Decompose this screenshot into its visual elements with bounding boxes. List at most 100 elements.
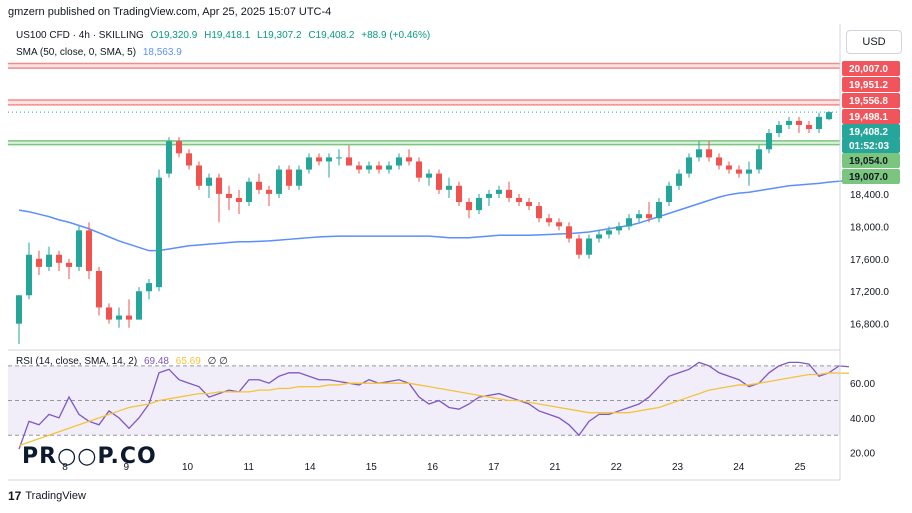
footer-brand[interactable]: 17 TradingView (8, 489, 86, 503)
candle (456, 181, 462, 207)
candle (136, 287, 142, 320)
candle-body (646, 214, 652, 219)
candle (196, 161, 202, 190)
candle-body (576, 238, 582, 255)
sma-legend[interactable]: SMA (50, close, 0, SMA, 5) 18,563.9 (16, 47, 186, 58)
candle-body (506, 189, 512, 198)
candle-body (776, 124, 782, 134)
support-zone (8, 140, 840, 145)
candle (36, 250, 42, 275)
candle (236, 189, 242, 215)
candle-body (496, 189, 502, 194)
rsi-tick-label: 20.00 (850, 449, 875, 460)
candle-body (556, 222, 562, 227)
candle (76, 226, 82, 271)
rsi-legend[interactable]: RSI (14, close, SMA, 14, 2) 69.48 65.69 … (16, 356, 232, 367)
time-tick-label: 11 (244, 462, 255, 473)
candle-body (126, 315, 132, 320)
price-label-bg (842, 61, 900, 76)
candle (86, 222, 92, 280)
candle (386, 161, 392, 174)
axes: 16,800.0 17,200.0 17,600.0 18,000.0 18,400.0… (8, 24, 889, 481)
candle-body (376, 165, 382, 170)
candle-body (566, 226, 572, 239)
price-label-text: 19,007.0 (849, 172, 888, 183)
candle (536, 202, 542, 223)
candle (16, 295, 22, 344)
candle-body (716, 157, 722, 166)
sma-line (18, 179, 850, 252)
candle (216, 173, 222, 223)
candle-body (136, 291, 142, 320)
candle (796, 116, 802, 134)
currency-button[interactable]: USD (846, 30, 902, 54)
candle (706, 141, 712, 162)
candle (446, 177, 452, 198)
low-value: L19,307.2 (257, 30, 302, 41)
candle (396, 153, 402, 170)
candle (656, 197, 662, 223)
rsi-tick-label: 60.00 (850, 379, 875, 390)
candle-body (316, 157, 322, 162)
candle-body (46, 254, 52, 267)
candle (476, 193, 482, 215)
candle-body (196, 165, 202, 186)
candle-body (356, 165, 362, 170)
candle (416, 157, 422, 182)
candle-body (216, 177, 222, 194)
price-label-text: 20,007.0 (849, 64, 888, 75)
candle (266, 185, 272, 207)
candle (426, 169, 432, 186)
price-tick-label: 17,200.0 (850, 287, 889, 298)
candle (696, 141, 702, 162)
price-label-bg (842, 109, 900, 124)
candle-body (286, 169, 292, 186)
candle-body (806, 124, 812, 129)
candle-body (606, 230, 612, 235)
candle (606, 226, 612, 239)
candle (576, 234, 582, 259)
candle (626, 214, 632, 231)
candle-body (16, 295, 22, 324)
candle (786, 116, 792, 129)
rsi-layer (8, 361, 850, 450)
candle (776, 120, 782, 138)
candle (336, 149, 342, 166)
publisher-line: gmzern published on TradingView.com, Apr… (8, 6, 332, 18)
candle-body (346, 157, 352, 166)
candle-body (816, 116, 822, 129)
candle-body (736, 169, 742, 174)
resistance-zone-lower (8, 100, 840, 105)
candle (66, 258, 72, 280)
candle-body (176, 141, 182, 154)
candle (586, 234, 592, 259)
sma-label: SMA (50, close, 0, SMA, 5) (16, 47, 137, 58)
candle (186, 149, 192, 170)
candle-body (746, 169, 752, 174)
candle-body (426, 173, 432, 178)
open-value: O19,320.9 (150, 30, 198, 41)
candle-body (826, 112, 832, 120)
candle (166, 137, 172, 178)
symbol-label[interactable]: US100 CFD · 4h · SKILLING (16, 30, 144, 41)
candle (556, 218, 562, 231)
candle-body (366, 165, 372, 170)
candle-body (656, 202, 662, 219)
watermark-logo: PR○○P.CO (22, 444, 157, 469)
candle (286, 165, 292, 190)
candle (406, 149, 412, 166)
candle-body (106, 307, 112, 320)
candle-body (146, 283, 152, 292)
level-zones (8, 62, 840, 146)
candle-body (596, 234, 602, 239)
rsi-ma-value: 65.69 (175, 356, 201, 367)
price-labels: 20,007.0 19,951.2 19,556.8 19,498.1 19,408.2… (842, 61, 900, 184)
candle (596, 230, 602, 243)
price-label-text: 19,556.8 (849, 96, 888, 107)
price-label-bg (842, 124, 900, 139)
price-tick-label: 18,400.0 (850, 190, 889, 201)
candle (486, 189, 492, 207)
candle-body (406, 157, 412, 162)
price-label-bg (842, 153, 900, 168)
